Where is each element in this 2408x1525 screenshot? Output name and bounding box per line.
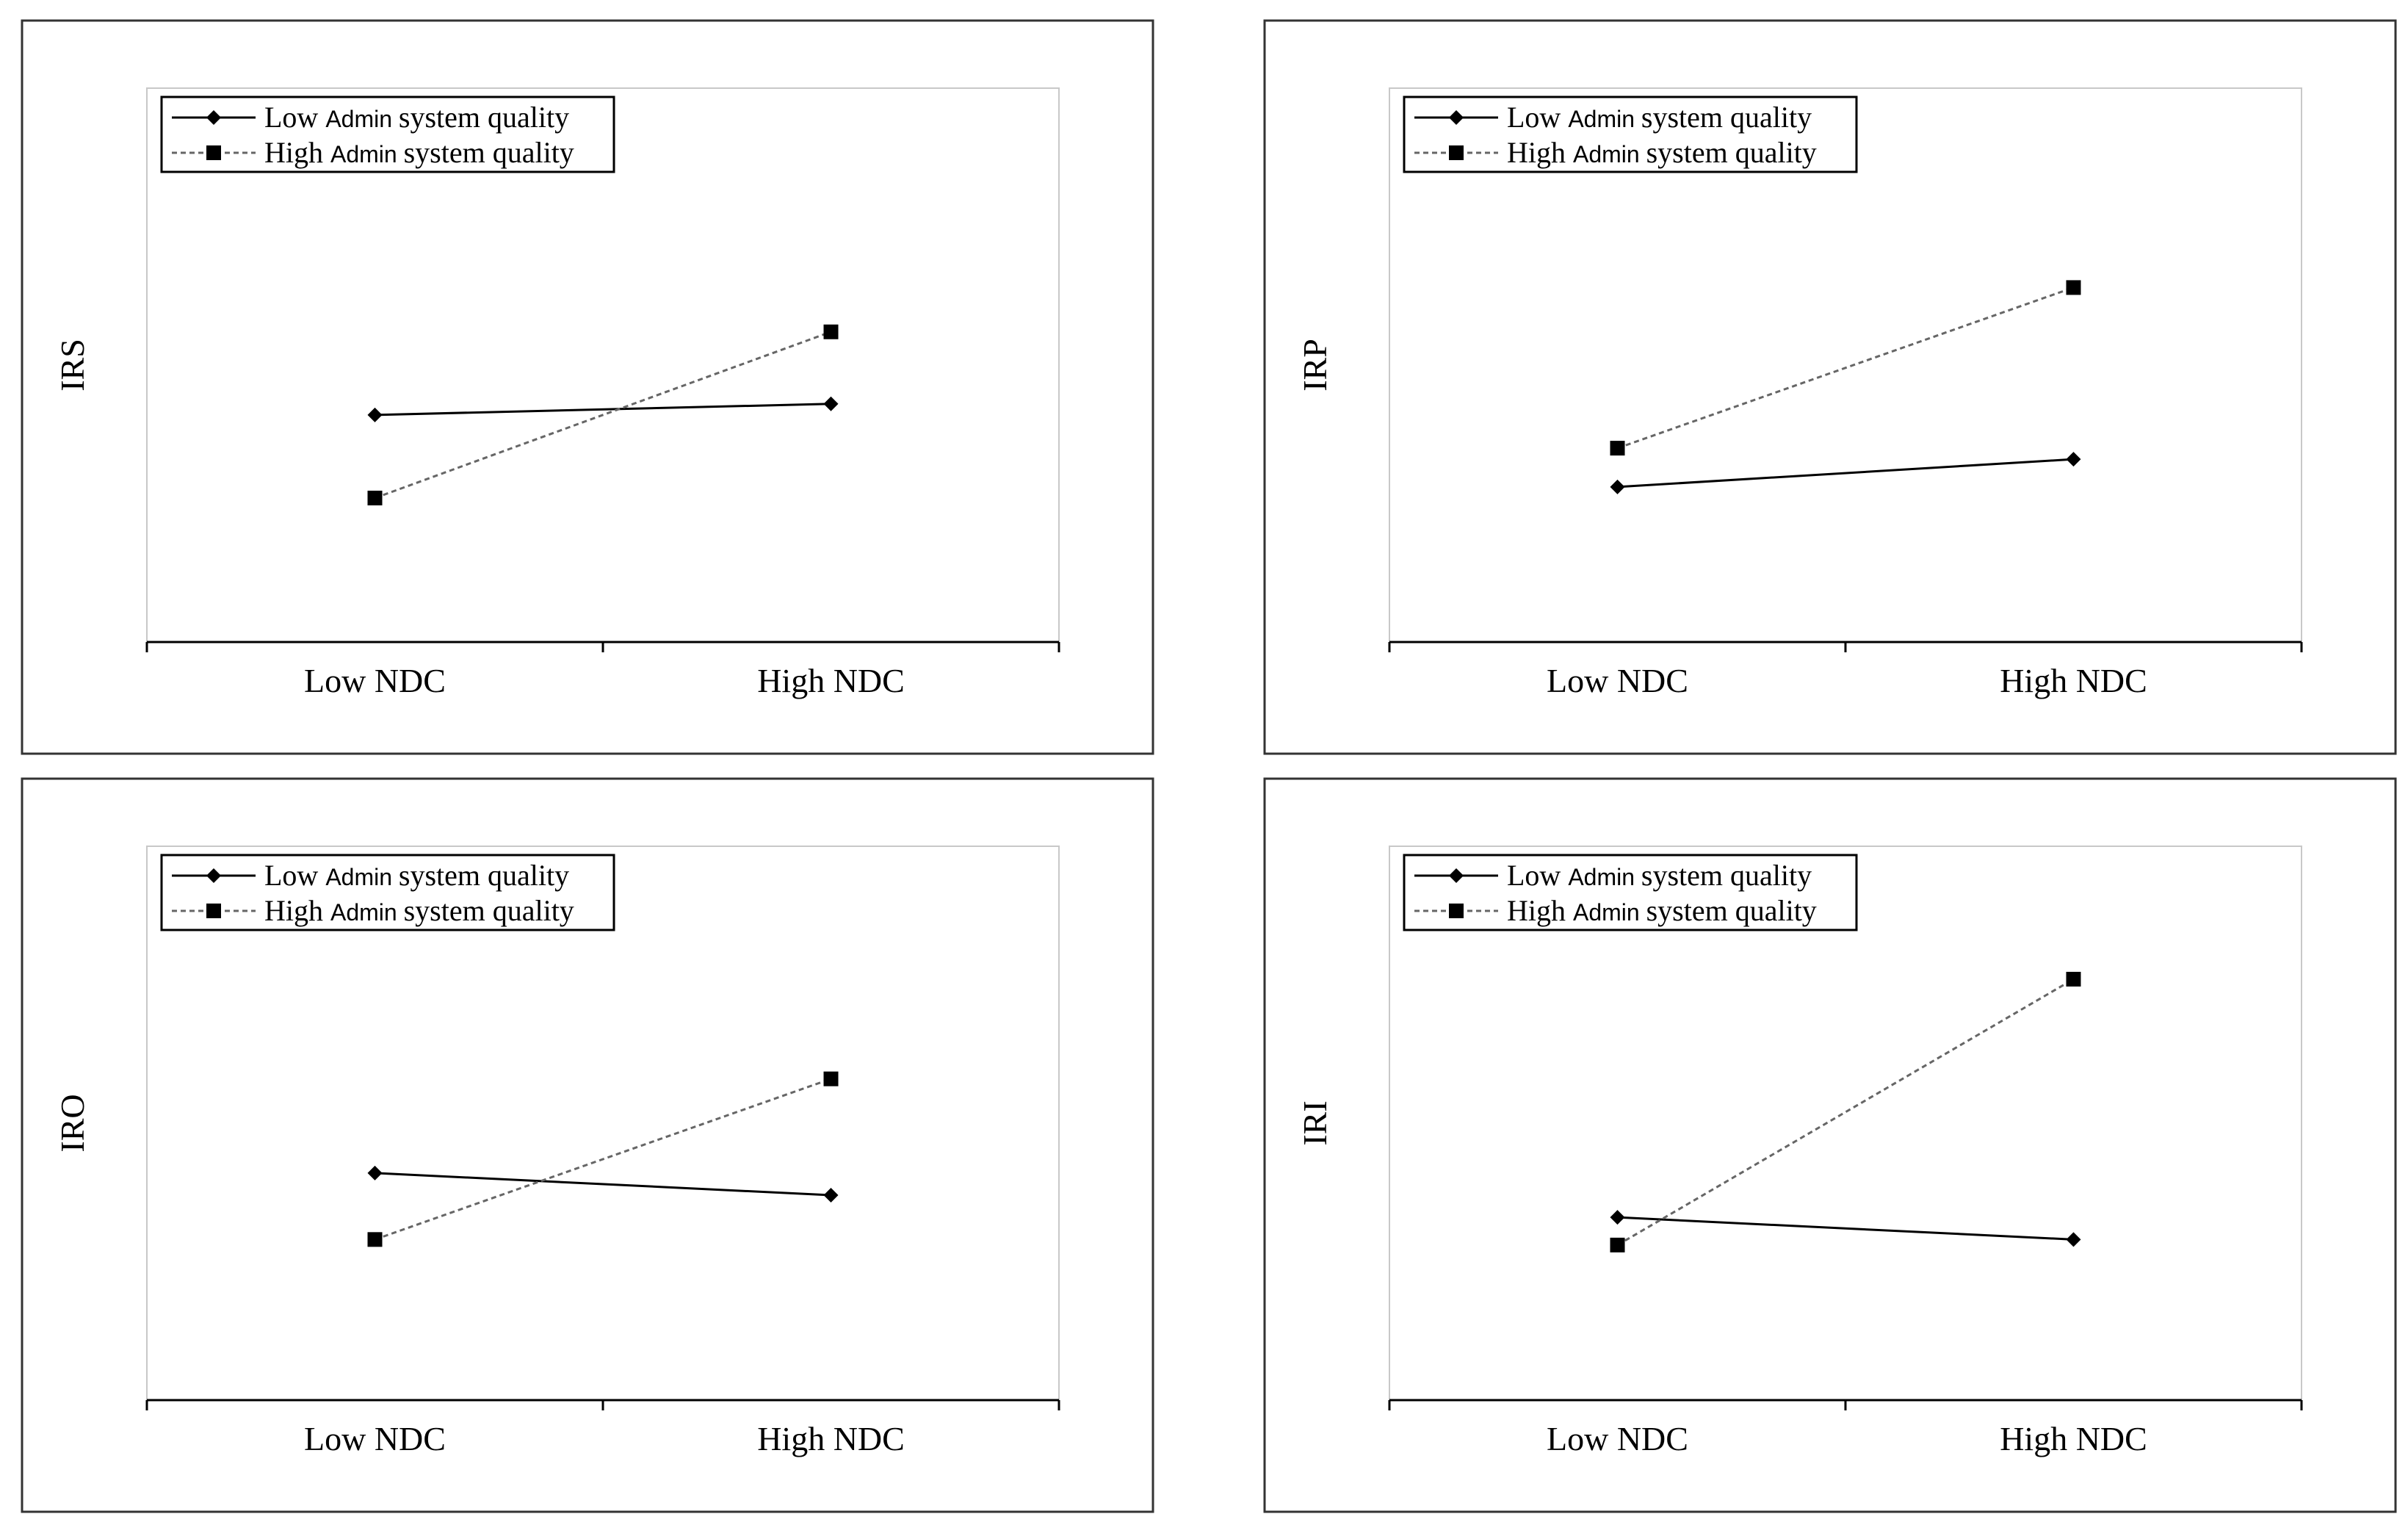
data-point-diamond xyxy=(2066,1232,2081,1247)
legend-marker-diamond xyxy=(1449,110,1464,125)
y-axis-label: IRI xyxy=(1296,1100,1334,1145)
legend-marker-square xyxy=(206,904,221,918)
y-axis-label: IRO xyxy=(54,1094,91,1152)
data-point-square xyxy=(367,1232,383,1247)
series-line-high xyxy=(375,1078,831,1241)
x-tick-label: High NDC xyxy=(2000,1420,2147,1457)
legend-label: Low Admin system quality xyxy=(1507,859,1812,892)
data-point-square xyxy=(823,1071,839,1086)
legend-box xyxy=(160,95,615,173)
series-line-low xyxy=(1617,458,2074,488)
legend-label: Low Admin system quality xyxy=(1507,101,1812,134)
data-point-square xyxy=(2066,280,2081,295)
legend-box xyxy=(1403,95,1858,173)
y-axis-label: IRS xyxy=(54,339,91,392)
data-point-diamond xyxy=(1610,479,1625,494)
legend-label: High Admin system quality xyxy=(264,136,574,169)
x-tick-label: High NDC xyxy=(2000,662,2147,699)
legend-label: High Admin system quality xyxy=(1507,894,1817,927)
x-tick-label: Low NDC xyxy=(304,662,446,699)
legend-marker-square xyxy=(1449,145,1464,160)
x-tick-label: Low NDC xyxy=(304,1420,446,1457)
series-line-low xyxy=(375,403,831,417)
chart-panel-irs: Low NDC High NDC IRS Low Admin system quali… xyxy=(21,19,1154,755)
series-line-high xyxy=(1617,286,2074,450)
chart-panel-irp: Low NDC High NDC IRP Low Admin system quali… xyxy=(1263,19,2397,755)
data-point-square xyxy=(2066,971,2081,987)
data-point-diamond xyxy=(2066,452,2081,467)
legend-label: High Admin system quality xyxy=(1507,136,1817,169)
legend-marker-diamond xyxy=(1449,868,1464,883)
series-line-high xyxy=(374,331,832,500)
data-point-square xyxy=(1610,441,1625,456)
legend-marker-diamond xyxy=(206,868,221,883)
data-point-diamond xyxy=(823,1188,839,1203)
legend-marker-diamond xyxy=(206,110,221,125)
data-point-square xyxy=(367,490,383,505)
chart-iro: Low NDC High NDC IRO Low Admin system quali… xyxy=(21,777,1154,1513)
legend-label: Low Admin system quality xyxy=(264,859,569,892)
legend-marker-square xyxy=(1449,904,1464,918)
data-point-diamond xyxy=(1610,1210,1625,1225)
legend-box xyxy=(160,854,615,931)
series-line-low xyxy=(1617,1216,2074,1241)
x-tick-label: High NDC xyxy=(757,662,905,699)
series-line-low xyxy=(375,1172,831,1197)
chart-panel-iri: Low NDC High NDC IRI Low Admin system quali… xyxy=(1263,777,2397,1513)
chart-panel-iro: Low NDC High NDC IRO Low Admin system quali… xyxy=(21,777,1154,1513)
data-point-diamond xyxy=(367,407,383,422)
chart-irp: Low NDC High NDC IRP Low Admin system quali… xyxy=(1263,19,2397,755)
x-tick-label: Low NDC xyxy=(1547,662,1688,699)
chart-iri: Low NDC High NDC IRI Low Admin system quali… xyxy=(1263,777,2397,1513)
data-point-square xyxy=(1610,1237,1625,1252)
chart-irs: Low NDC High NDC IRS Low Admin system quali… xyxy=(21,19,1154,755)
legend-label: Low Admin system quality xyxy=(264,101,569,134)
data-point-diamond xyxy=(823,396,839,411)
y-axis-label: IRP xyxy=(1296,339,1334,392)
x-tick-label: Low NDC xyxy=(1547,1420,1688,1457)
legend-marker-square xyxy=(206,145,221,160)
legend-label: High Admin system quality xyxy=(264,894,574,927)
data-point-square xyxy=(823,324,839,339)
legend-box xyxy=(1403,854,1858,931)
data-point-diamond xyxy=(367,1165,383,1180)
x-tick-label: High NDC xyxy=(757,1420,905,1457)
